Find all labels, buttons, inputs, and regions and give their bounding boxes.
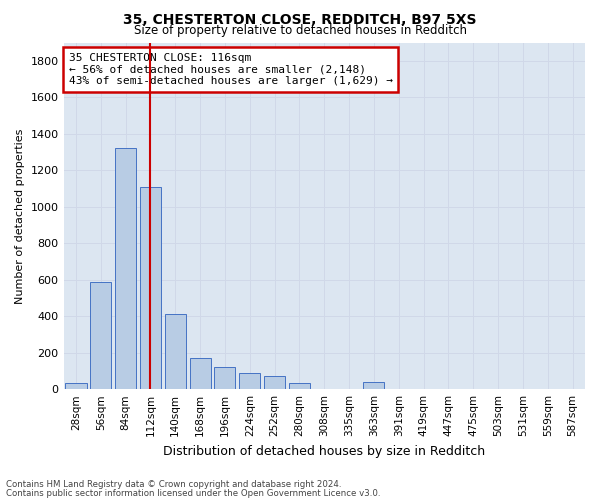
X-axis label: Distribution of detached houses by size in Redditch: Distribution of detached houses by size … [163,444,485,458]
Y-axis label: Number of detached properties: Number of detached properties [15,128,25,304]
Bar [115,148,136,389]
Text: Size of property relative to detached houses in Redditch: Size of property relative to detached ho… [133,24,467,37]
Text: Contains HM Land Registry data © Crown copyright and database right 2024.: Contains HM Land Registry data © Crown c… [6,480,341,489]
Text: 35 CHESTERTON CLOSE: 116sqm
← 56% of detached houses are smaller (2,148)
43% of : 35 CHESTERTON CLOSE: 116sqm ← 56% of det… [69,53,393,86]
Bar [140,186,161,389]
Bar [65,383,86,389]
Bar [289,383,310,389]
Bar [264,376,285,389]
Bar [165,314,186,389]
Text: 35, CHESTERTON CLOSE, REDDITCH, B97 5XS: 35, CHESTERTON CLOSE, REDDITCH, B97 5XS [123,12,477,26]
Text: Contains public sector information licensed under the Open Government Licence v3: Contains public sector information licen… [6,489,380,498]
Bar [239,373,260,389]
Bar [190,358,211,389]
Bar [214,368,235,389]
Bar [90,282,112,389]
Bar [364,382,385,389]
